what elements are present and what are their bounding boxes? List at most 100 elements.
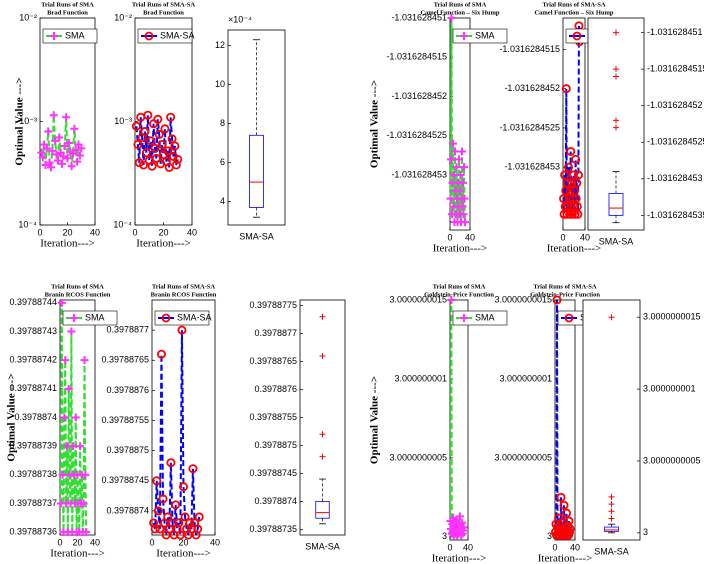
legend-label: SMA bbox=[85, 312, 105, 322]
marker bbox=[452, 163, 461, 172]
marker bbox=[163, 146, 173, 156]
y-tick-label: 10⁻² bbox=[114, 12, 132, 22]
marker bbox=[174, 518, 184, 528]
marker bbox=[188, 464, 198, 474]
x-tick-label: 0 bbox=[560, 232, 565, 242]
x-tick-label: 40 bbox=[90, 227, 100, 237]
legend-label: SMA bbox=[475, 30, 495, 40]
marker bbox=[71, 146, 80, 155]
chart-title: Trial Runs of SMA bbox=[51, 283, 104, 290]
marker bbox=[63, 154, 72, 163]
y-tick-label: 0.39788738 bbox=[9, 469, 57, 479]
marker bbox=[456, 171, 465, 180]
marker bbox=[44, 127, 53, 136]
chart-subtitle: Branin RCOS Function bbox=[45, 291, 111, 298]
y-tick-label: 0.39788736 bbox=[9, 527, 57, 537]
marker bbox=[61, 356, 70, 365]
y-tick-label: 0.39788765 bbox=[101, 355, 149, 365]
marker bbox=[573, 170, 583, 180]
y-tick-label: -1.031628453 bbox=[647, 173, 703, 183]
axes-box bbox=[582, 299, 641, 541]
x-tick-label: 20 bbox=[72, 537, 82, 547]
chart-subtitle: Camel Function – Six Hump bbox=[534, 9, 613, 16]
marker bbox=[456, 186, 464, 195]
marker bbox=[459, 210, 468, 219]
x-axis-label: Iteration---> bbox=[432, 553, 486, 564]
x-tick-label: 0 bbox=[57, 537, 62, 547]
legend-box bbox=[452, 310, 508, 326]
marker bbox=[171, 500, 181, 510]
x-tick-label: 20 bbox=[178, 537, 188, 547]
marker bbox=[458, 202, 467, 211]
marker bbox=[160, 124, 170, 134]
legend-label: SMA bbox=[475, 312, 495, 322]
y-axis-label: Optimal Value ---> bbox=[6, 373, 18, 461]
marker bbox=[37, 148, 46, 157]
x-tick-label: 0 bbox=[447, 232, 452, 242]
x-axis-label: Iteration---> bbox=[547, 243, 601, 255]
marker bbox=[572, 178, 582, 188]
chart-title: Trial Runs of SMA-SA bbox=[533, 283, 597, 290]
marker bbox=[60, 413, 69, 422]
y-tick-label: 10⁻² bbox=[19, 12, 37, 22]
x-tick-label: 0 bbox=[552, 542, 557, 552]
y-tick-label: 10 bbox=[215, 79, 225, 89]
marker bbox=[146, 136, 156, 146]
legend-box bbox=[452, 28, 508, 44]
x-tick-label: SMA-SA bbox=[599, 236, 634, 246]
marker bbox=[81, 470, 90, 479]
y-tick-label: 8 bbox=[220, 118, 225, 128]
marker bbox=[52, 150, 61, 159]
marker bbox=[139, 160, 149, 170]
marker bbox=[180, 512, 190, 522]
y-tick-label: 0.39788743 bbox=[9, 326, 57, 336]
marker bbox=[562, 178, 572, 188]
legend-label: SMA-SA bbox=[160, 30, 195, 40]
marker bbox=[570, 209, 580, 219]
box bbox=[604, 526, 619, 532]
y-tick-label: 3.0000000015 bbox=[389, 294, 447, 304]
outlier bbox=[613, 29, 619, 36]
y-tick-label: 0.39788739 bbox=[9, 441, 57, 451]
legend-marker bbox=[572, 31, 582, 41]
y-tick-label: 0.39788765 bbox=[249, 356, 297, 366]
marker bbox=[565, 524, 575, 534]
y-tick-label: 3.0000000005 bbox=[494, 452, 552, 462]
marker bbox=[562, 508, 572, 518]
chart-title: Trial Runs of SMA-SA bbox=[132, 1, 196, 8]
x-tick-label: 0 bbox=[447, 542, 452, 552]
legend-box bbox=[62, 310, 118, 326]
y-tick-label: 12 bbox=[215, 40, 225, 50]
outlier bbox=[608, 493, 615, 500]
marker bbox=[460, 194, 469, 203]
chart-title: Trial Runs of SMA-SA bbox=[152, 283, 216, 290]
marker bbox=[55, 133, 64, 142]
axes-box bbox=[449, 299, 469, 541]
box bbox=[315, 501, 330, 519]
chart-subtitle: Goldstein-Price Function bbox=[530, 291, 600, 298]
marker bbox=[459, 178, 467, 187]
marker bbox=[556, 492, 566, 502]
marker bbox=[80, 356, 89, 365]
chart-title: Trial Runs of SMA bbox=[433, 283, 486, 290]
marker bbox=[565, 209, 575, 219]
marker bbox=[38, 153, 47, 162]
marker bbox=[568, 170, 578, 180]
marker bbox=[48, 146, 57, 155]
marker bbox=[167, 134, 177, 144]
legend-marker bbox=[50, 32, 58, 40]
x-tick-label: 40 bbox=[580, 232, 590, 242]
y-tick-label: 3.0000000005 bbox=[389, 452, 447, 462]
marker bbox=[77, 144, 86, 153]
chart-subtitle: Brad Function bbox=[143, 9, 184, 16]
marker bbox=[153, 114, 163, 124]
y-tick-label: 0.3978877 bbox=[106, 325, 149, 335]
marker bbox=[133, 139, 143, 149]
marker bbox=[82, 528, 91, 537]
marker bbox=[79, 499, 88, 508]
x-tick-label: SMA-SA bbox=[594, 546, 629, 556]
chart-subtitle: Branin RCOS Function bbox=[151, 291, 217, 298]
marker bbox=[559, 194, 569, 204]
marker bbox=[157, 139, 167, 149]
